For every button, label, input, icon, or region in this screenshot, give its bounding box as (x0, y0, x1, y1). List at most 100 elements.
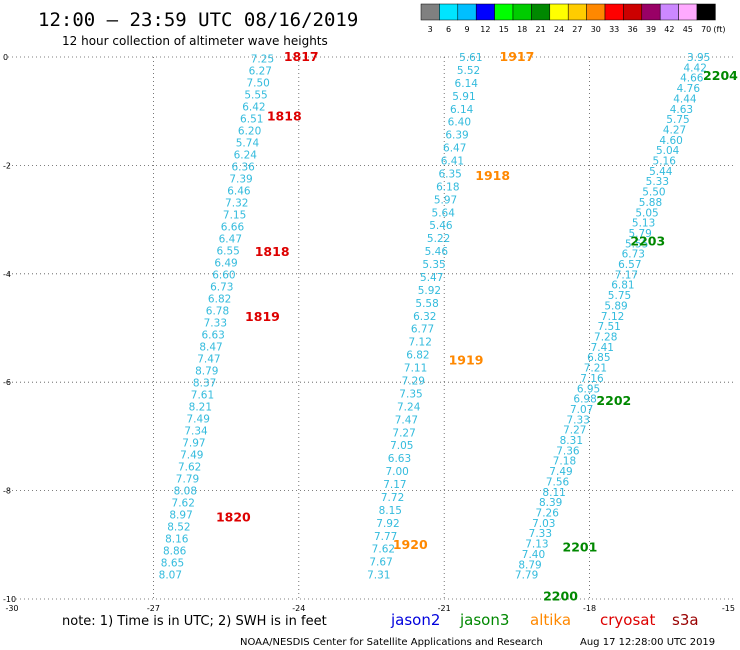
wave-height-value: 8.11 (542, 487, 565, 499)
wave-height-value: 7.33 (204, 318, 227, 330)
wave-height-value: 4.60 (659, 135, 682, 147)
wave-height-value: 5.47 (420, 272, 443, 284)
plot-grid (8, 56, 735, 600)
color-scale-label: 45 (683, 25, 693, 34)
color-scale-label: 33 (609, 25, 619, 34)
wave-height-value: 5.46 (429, 220, 453, 232)
y-tick-label: -4 (3, 270, 11, 279)
wave-height-value: 8.08 (174, 486, 197, 498)
wave-height-value: 7.40 (522, 549, 545, 561)
wave-height-value: 5.92 (418, 285, 441, 297)
satellite-legend-jason3: jason3 (459, 611, 509, 629)
wave-height-value: 7.17 (615, 269, 638, 281)
color-scale-label: 36 (628, 25, 638, 34)
wave-height-value: 4.44 (673, 93, 697, 105)
wave-height-value: 7.35 (399, 388, 422, 400)
color-scale-unit: (ft) (713, 25, 725, 34)
wave-height-value: 5.55 (244, 90, 267, 102)
wave-height-value: 6.42 (242, 102, 265, 114)
wave-height-value: 7.00 (385, 466, 408, 478)
wave-height-value: 6.77 (411, 324, 434, 336)
wave-height-value: 7.62 (172, 498, 195, 510)
wave-height-value: 4.76 (677, 83, 701, 95)
wave-height-value: 5.52 (457, 65, 480, 77)
wave-height-value: 7.67 (369, 557, 392, 569)
wave-height-value: 7.32 (225, 198, 248, 210)
wave-height-value: 8.15 (379, 505, 402, 517)
color-swatch (475, 3, 495, 21)
wave-height-value: 7.50 (246, 78, 269, 90)
wave-height-value: 7.03 (532, 518, 555, 530)
color-scale-label: 27 (572, 25, 582, 34)
time-label: 2201 (563, 540, 598, 555)
wave-height-value: 7.24 (397, 401, 421, 413)
wave-height-value: 6.60 (212, 270, 235, 282)
wave-height-value: 7.51 (597, 321, 620, 333)
satellite-legend-cryosat: cryosat (600, 611, 655, 629)
time-label: 1918 (475, 168, 510, 183)
wave-height-value: 8.37 (193, 378, 216, 390)
wave-height-value: 5.33 (646, 176, 669, 188)
wave-height-value: 7.49 (549, 466, 572, 478)
wave-height-value: 5.22 (427, 233, 450, 245)
wave-height-value: 5.35 (422, 259, 445, 271)
color-swatch (604, 3, 624, 21)
wave-height-value: 8.47 (199, 342, 222, 354)
time-label: 2204 (703, 68, 738, 83)
wave-height-value: 6.82 (208, 294, 231, 306)
wave-height-value: 7.12 (601, 311, 624, 323)
note-text: note: 1) Time is in UTC; 2) SWH is in fe… (62, 614, 327, 629)
x-tick-label: -30 (5, 604, 18, 613)
wave-height-value: 6.81 (611, 280, 634, 292)
wave-height-value: 4.42 (684, 62, 707, 74)
wave-height-value: 5.04 (656, 145, 680, 157)
color-scale-label: 15 (499, 25, 509, 34)
time-label: 1919 (449, 353, 484, 368)
wave-height-value: 6.98 (573, 394, 596, 406)
wave-height-value: 6.35 (438, 168, 461, 180)
time-label: 1820 (216, 510, 251, 525)
wave-height-value: 6.14 (455, 78, 479, 90)
wave-height-value: 6.95 (577, 383, 600, 395)
wave-height-value: 7.12 (409, 337, 432, 349)
wave-height-value: 8.52 (167, 522, 190, 534)
wave-height-value: 7.36 (556, 445, 580, 457)
color-swatch (439, 3, 459, 21)
y-tick-label: -6 (3, 378, 11, 387)
wave-height-value: 6.40 (448, 117, 471, 129)
wave-height-value: 7.77 (374, 531, 397, 543)
wave-height-value: 6.36 (231, 162, 255, 174)
chart-title: 12:00 – 23:59 UTC 08/16/2019 (38, 9, 358, 31)
color-scale-label: 12 (480, 25, 490, 34)
wave-height-value: 6.85 (587, 352, 610, 364)
footer-credit: NOAA/NESDIS Center for Satellite Applica… (240, 637, 543, 648)
wave-height-value: 8.16 (165, 534, 189, 546)
wave-height-value: 7.49 (187, 414, 210, 426)
wave-height-value: 7.62 (178, 462, 201, 474)
wave-height-value: 6.14 (450, 104, 474, 116)
wave-height-value: 8.79 (518, 559, 541, 571)
wave-height-value: 5.16 (653, 156, 677, 168)
color-scale-label: 21 (536, 25, 546, 34)
wave-height-value: 6.63 (388, 453, 411, 465)
color-scale-label: 42 (664, 25, 674, 34)
footer-timestamp: Aug 17 12:28:00 UTC 2019 (580, 637, 715, 648)
x-tick-label: -15 (722, 604, 735, 613)
wave-height-value: 7.17 (383, 479, 406, 491)
time-label: 2203 (630, 233, 665, 248)
x-tick-label: -21 (438, 604, 451, 613)
wave-height-value: 7.79 (176, 474, 199, 486)
wave-height-value: 7.21 (584, 363, 607, 375)
wave-height-value: 6.57 (618, 259, 641, 271)
wave-height-value: 7.41 (591, 342, 614, 354)
time-label: 1819 (245, 309, 280, 324)
color-swatch (623, 3, 643, 21)
wave-height-value: 5.88 (639, 197, 662, 209)
wave-height-value: 8.79 (195, 366, 218, 378)
wave-height-value: 6.47 (219, 234, 242, 246)
wave-height-value: 5.55 (625, 238, 648, 250)
wave-height-value: 7.11 (404, 363, 427, 375)
wave-height-value: 8.86 (163, 546, 187, 558)
wave-height-value: 7.27 (563, 425, 586, 437)
color-scale-label: 30 (591, 25, 601, 34)
